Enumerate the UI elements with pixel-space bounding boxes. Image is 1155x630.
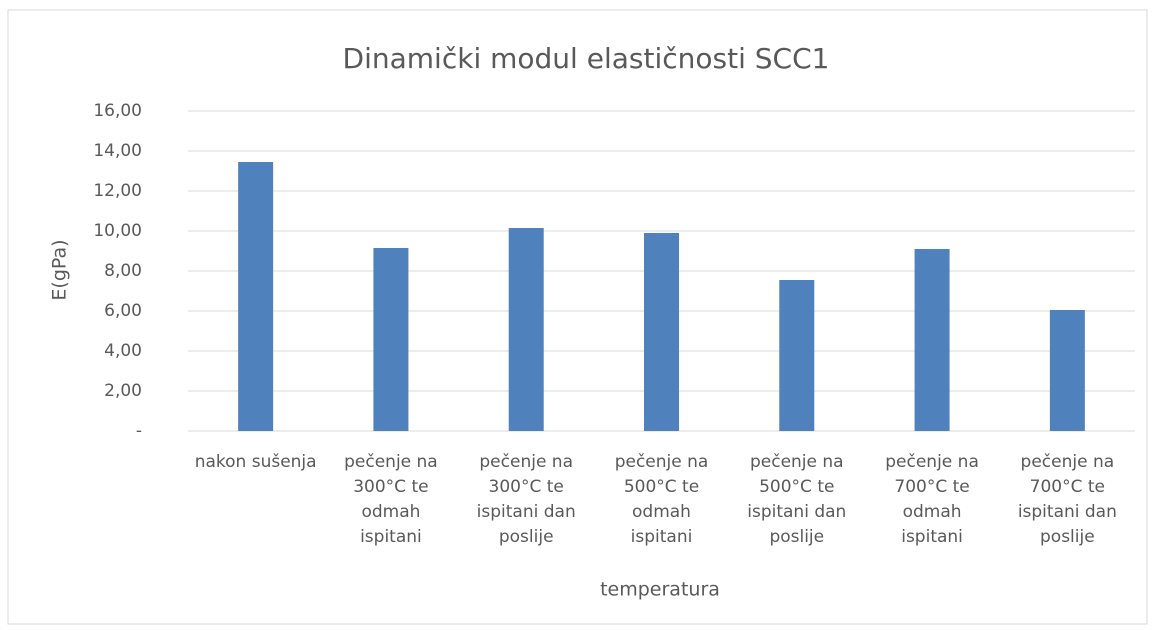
y-tick-label: - (136, 421, 142, 441)
y-tick-label: 6,00 (104, 301, 142, 321)
y-tick-label: 12,00 (93, 181, 142, 201)
bar (1049, 310, 1085, 431)
y-axis-label: E(gPa) (49, 239, 71, 300)
x-tick-label: pečenje na 300°C te odmah ispitani (344, 452, 438, 547)
x-tick-label: pečenje na 500°C te odmah ispitani (614, 452, 709, 547)
x-tick-label: pečenje na 700°C te odmah ispitani (885, 452, 979, 547)
y-tick-label: 14,00 (93, 141, 142, 161)
y-tick-label: 4,00 (104, 341, 142, 361)
bar (644, 233, 679, 431)
bar (373, 248, 409, 431)
y-tick-label: 10,00 (93, 221, 142, 241)
x-tick-label: pečenje na 500°C te ispitani dan poslije (747, 452, 847, 547)
chart-title: Dinamički modul elastičnosti SCC1 (343, 42, 830, 75)
bar (914, 249, 950, 431)
bar (779, 280, 815, 431)
y-tick-label: 16,00 (93, 101, 142, 121)
x-axis-label: temperatura (600, 579, 720, 601)
bar (238, 162, 274, 431)
x-tick-label: nakon sušenja (194, 452, 317, 472)
x-tick-label: pečenje na 700°C te ispitani dan poslije (1017, 452, 1117, 547)
x-tick-label: pečenje na 300°C te ispitani dan poslije (476, 452, 576, 547)
y-tick-label: 2,00 (104, 381, 142, 401)
bar (508, 228, 544, 431)
chart-border (7, 9, 1148, 625)
y-tick-label: 8,00 (104, 261, 142, 281)
